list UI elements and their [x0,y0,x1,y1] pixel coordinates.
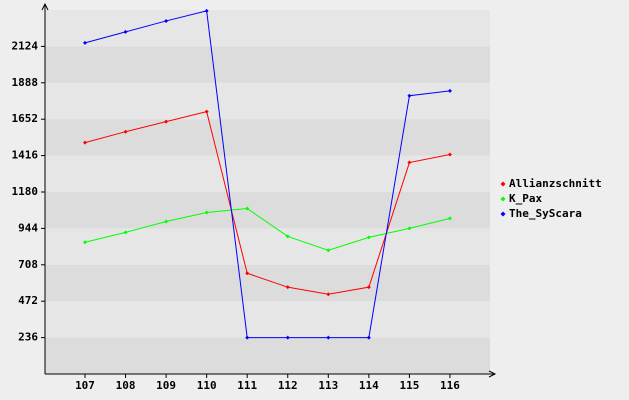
band [45,82,490,120]
point [285,335,290,340]
point [164,119,169,124]
y-tick-label: 1180 [12,185,39,198]
legend-label: Allianzschnitt [509,177,602,190]
point [407,160,412,165]
point [366,285,371,290]
series-line [84,207,451,251]
point [407,93,412,98]
series-line [84,10,451,339]
point [285,234,290,239]
band [45,10,490,47]
point [407,226,412,231]
point [326,335,331,340]
series-line [84,111,451,295]
x-tick-label: 113 [318,379,338,392]
band [45,46,490,83]
band [45,337,490,374]
y-tick-label: 944 [18,221,38,234]
point [83,140,87,145]
point [123,230,128,235]
x-tick-label: 114 [359,379,379,392]
point [164,18,169,23]
legend-marker [500,196,506,202]
point [326,292,331,297]
legend-marker [500,211,506,217]
band [45,264,490,302]
legend-label: K_Pax [509,192,542,205]
point [83,40,87,45]
point [83,240,87,245]
y-tick-label: 708 [18,258,38,271]
point [447,152,452,157]
point [285,285,290,290]
point [447,88,452,93]
point [123,29,128,34]
y-tick-label: 236 [18,331,38,344]
y-tick-label: 1888 [12,76,39,89]
x-tick-label: 109 [156,379,176,392]
x-tick-label: 112 [278,379,298,392]
point [366,335,371,340]
y-axis-arrow [41,2,49,11]
band [45,119,490,156]
point [204,210,209,215]
y-tick-label: 2124 [12,39,39,52]
x-tick-label: 111 [237,379,257,392]
y-tick-label: 472 [18,294,38,307]
point [164,219,169,224]
x-axis-arrow [488,370,497,378]
band [45,228,490,265]
x-tick-label: 108 [116,379,136,392]
point [447,216,452,221]
legend-marker [500,181,506,187]
point [123,129,128,134]
point [204,109,209,114]
x-tick-label: 115 [399,379,419,392]
legend-label: The_SyScara [509,207,582,220]
point [204,8,209,13]
x-tick-label: 116 [440,379,460,392]
point [245,271,250,276]
point [245,206,250,211]
band [45,301,490,338]
x-tick-label: 110 [197,379,217,392]
y-tick-label: 1416 [12,149,39,162]
band [45,155,490,192]
x-tick-label: 107 [75,379,95,392]
y-tick-label: 1652 [12,112,39,125]
point [366,235,371,240]
point [245,335,250,340]
point [326,248,331,253]
